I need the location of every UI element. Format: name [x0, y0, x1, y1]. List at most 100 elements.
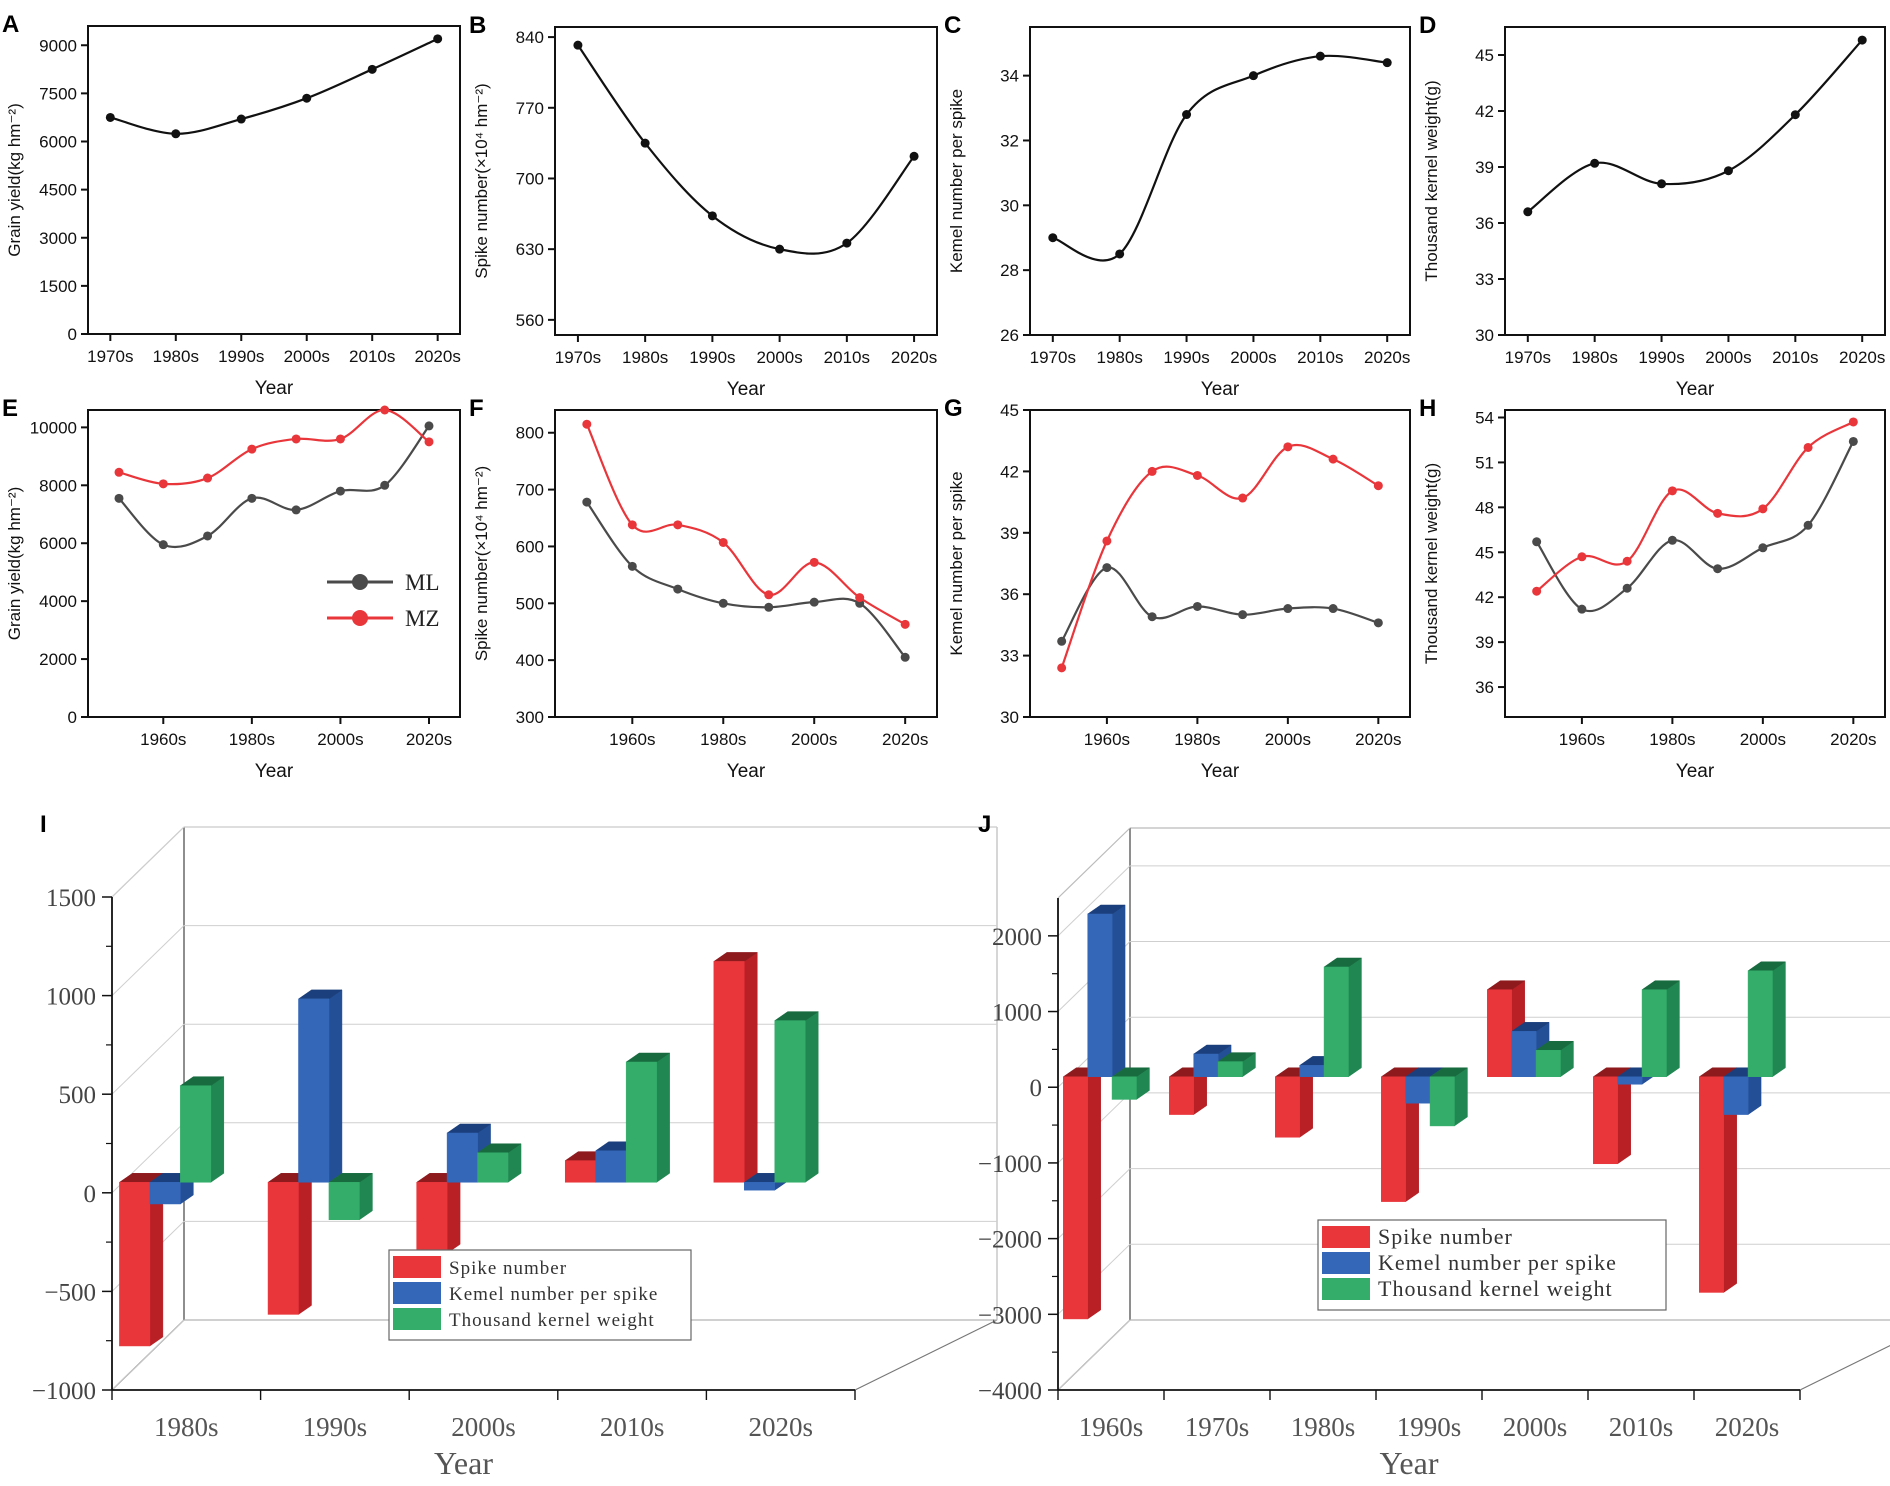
data-point: [809, 557, 819, 567]
data-point: [1532, 537, 1542, 547]
bar-face: [1111, 1076, 1137, 1100]
data-point: [1590, 158, 1600, 168]
data-point: [673, 584, 683, 594]
bar: [1274, 1067, 1314, 1138]
bar: [1062, 1067, 1102, 1320]
series-mz: [1057, 442, 1383, 673]
y-tick-label: 840: [516, 28, 544, 47]
y-tick-label: 42: [1475, 588, 1494, 607]
data-point: [1657, 179, 1667, 189]
bar: [1592, 1067, 1632, 1165]
data-point: [1283, 604, 1293, 614]
bar-face: [774, 1020, 806, 1183]
panel-i: I 1500 1000 500 0 −500 −1000 1980s 1990s 2000s 201…: [32, 811, 998, 1481]
data-point: [105, 112, 115, 122]
bar-face: [328, 1182, 360, 1221]
series-mz: [114, 405, 434, 489]
bar-side: [744, 951, 758, 1183]
x-tick-label: 2020s: [1715, 1412, 1780, 1442]
y-tick-label: 300: [516, 708, 544, 727]
y-axis-label: Spike number(×10⁴ hm⁻²): [472, 83, 491, 278]
y-tick-label: 3000: [39, 229, 77, 248]
bar: [1535, 1040, 1575, 1078]
y-tick-label: 1500: [46, 885, 96, 912]
y-tick-label: −1000: [32, 1378, 96, 1405]
series-tkw: [1523, 35, 1867, 217]
legend-text: Spike number: [449, 1258, 567, 1279]
x-tick-label: 2020s: [748, 1412, 813, 1442]
bar-side: [1299, 1067, 1313, 1138]
legend-box: [1317, 1219, 1667, 1311]
series-line: [1527, 39, 1864, 213]
panel-g: G 30 33 36 39 42 45 1960s 1980s 2000s 2020s Year Kem…: [944, 395, 1411, 782]
legend-swatch: [1322, 1226, 1370, 1248]
y-tick-label: 42: [1475, 102, 1494, 121]
data-point: [707, 211, 717, 221]
legend-marker: [352, 610, 368, 626]
plot-frame: [1029, 26, 1411, 336]
legend-swatch: [1322, 1252, 1370, 1274]
bar-side: [446, 1172, 461, 1254]
data-point: [1192, 601, 1202, 611]
data-point: [1577, 552, 1587, 562]
series-line: [118, 408, 430, 486]
legend-text: MZ: [405, 606, 440, 631]
x-tick-label: 2000s: [1230, 348, 1276, 367]
x-tick-label: 1990s: [303, 1412, 368, 1442]
x-tick-label: 1960s: [1084, 730, 1130, 749]
series-yield: [105, 34, 443, 139]
grid-line-side: [111, 826, 185, 898]
data-point: [775, 244, 785, 254]
legend-text: Kemel number per spike: [1378, 1250, 1617, 1275]
data-point: [627, 561, 637, 571]
y-tick-label: 30: [1475, 326, 1494, 345]
data-point: [1713, 508, 1723, 518]
y-tick-label: 2000: [992, 924, 1042, 951]
panel-a: A 0 1500 3000 4500 6000 7500 9000 1970s 1980s 1990…: [2, 11, 461, 399]
data-point: [673, 520, 683, 530]
x-axis-label: Year: [255, 761, 294, 782]
data-point: [247, 493, 257, 503]
bar-face: [1641, 989, 1667, 1077]
panel-b: B 560 630 700 770 840 1970s 1980s 1990s 2000s 2010…: [469, 12, 938, 400]
data-point: [718, 598, 728, 608]
legend-text: ML: [405, 570, 440, 595]
y-tick-label: 800: [516, 424, 544, 443]
y-tick-label: 28: [1000, 261, 1019, 280]
bar-side: [1772, 961, 1786, 1078]
y-tick-label: 8000: [39, 476, 77, 495]
data-point: [640, 138, 650, 148]
y-tick-label: 33: [1475, 270, 1494, 289]
y-tick-label: 34: [1000, 67, 1019, 86]
y-tick-label: 33: [1000, 647, 1019, 666]
data-point: [764, 602, 774, 612]
data-point: [236, 114, 246, 124]
x-tick-label: 1980s: [1097, 348, 1143, 367]
bar-face: [1747, 970, 1773, 1077]
y-tick-label: 45: [1475, 543, 1494, 562]
data-point: [1048, 233, 1058, 243]
data-point: [1382, 58, 1392, 68]
y-tick-label: 0: [84, 1181, 97, 1208]
y-tick-label: 48: [1475, 498, 1494, 517]
bar-side: [1666, 980, 1680, 1078]
series-ml: [582, 497, 910, 662]
y-tick-label: 500: [59, 1082, 97, 1109]
panel-label: A: [2, 11, 19, 38]
y-tick-label: 39: [1475, 158, 1494, 177]
bar: [476, 1143, 522, 1183]
bar-face: [1275, 1076, 1300, 1138]
y-tick-label: 39: [1000, 524, 1019, 543]
data-point: [1182, 110, 1192, 120]
x-tick-label: 1980s: [153, 347, 199, 366]
panel-label: F: [469, 395, 484, 422]
x-tick-label: 1980s: [1649, 730, 1695, 749]
y-axis-label: Grain yield(kg hm⁻²): [5, 487, 24, 641]
y-tick-label: 42: [1000, 462, 1019, 481]
data-point: [1248, 71, 1258, 81]
y-tick-label: −1000: [978, 1151, 1042, 1178]
series-kernel: [1048, 51, 1392, 262]
x-tick-label: 2000s: [791, 730, 837, 749]
x-tick-label: 1990s: [1638, 348, 1684, 367]
data-point: [573, 40, 583, 50]
